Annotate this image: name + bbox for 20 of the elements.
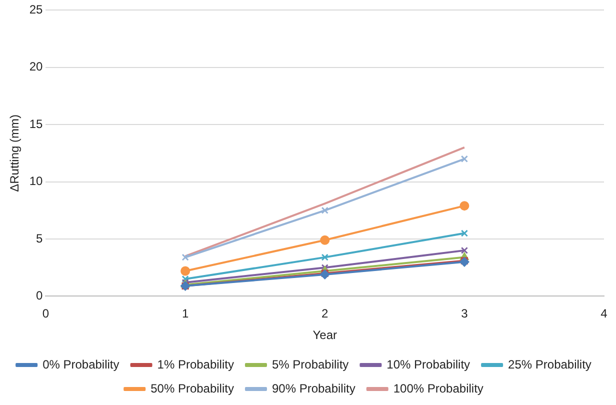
- x-axis-title: Year: [312, 328, 337, 342]
- legend-label: 10% Probability: [386, 357, 470, 372]
- legend-label: 50% Probability: [150, 381, 234, 396]
- legend-label: 5% Probability: [272, 357, 349, 372]
- y-tick-label: 20: [29, 60, 44, 74]
- x-tick-label: 4: [600, 306, 608, 321]
- x-tick-label: 1: [182, 306, 189, 321]
- legend-label: 90% Probability: [272, 381, 356, 396]
- x-tick-label: 3: [461, 306, 468, 321]
- y-tick-label: 25: [29, 2, 44, 17]
- x-tick-label: 2: [322, 306, 329, 321]
- y-tick-label: 5: [36, 231, 44, 246]
- y-tick-label: 0: [36, 288, 44, 303]
- y-tick-label: 10: [29, 174, 44, 188]
- legend-label: 0% Probability: [42, 357, 120, 372]
- y-tick-label: 15: [29, 116, 44, 131]
- legend-label: 1% Probability: [157, 357, 234, 372]
- y-axis-title: ΔRutting (mm): [8, 114, 22, 192]
- legend-label: 100% Probability: [393, 381, 484, 396]
- legend-label: 25% Probability: [508, 357, 592, 372]
